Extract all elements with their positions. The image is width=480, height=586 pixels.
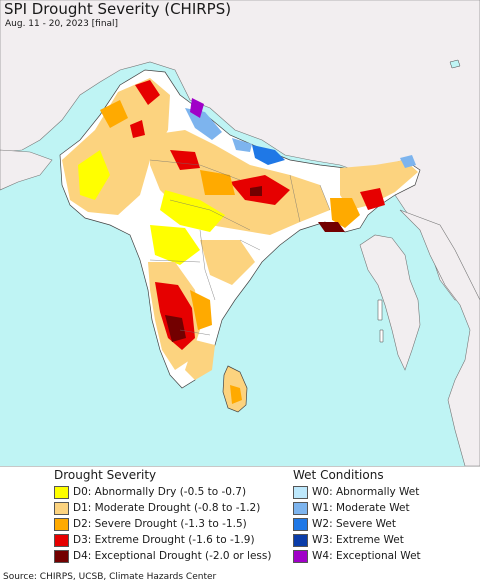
legend-label-d4: D4: Exceptional Drought (-2.0 or less) [73,550,272,562]
sri-lanka-d2 [230,385,242,404]
legend-label-w3: W3: Extreme Wet [312,534,404,546]
map-title: SPI Drought Severity (CHIRPS) [4,0,232,18]
westcoast-d2 [190,290,212,330]
south-d1 [185,340,215,380]
legend-item-w2: W2: Severe Wet [293,516,473,532]
northeast-d3 [360,188,385,210]
andaman-islands [377,299,384,343]
outside-land-west-arabia [0,149,53,191]
legend-item-w4: W4: Exceptional Wet [293,548,473,564]
drought-legend: Drought Severity D0: Abnormally Dry (-0.… [54,467,284,564]
legend-item-d4: D4: Exceptional Drought (-2.0 or less) [54,548,284,564]
legend-label-w0: W0: Abnormally Wet [312,486,420,498]
northindia-d4-spot [250,186,262,196]
legend-item-d2: D2: Severe Drought (-1.3 to -1.5) [54,516,284,532]
source-credit: Source: CHIRPS, UCSB, Climate Hazards Ce… [3,572,217,582]
legend-item-d3: D3: Extreme Drought (-1.6 to -1.9) [54,532,284,548]
central-d1 [200,240,255,285]
westcoast-d4 [165,315,186,342]
drought-map: SPI Drought Severity (CHIRPS) Aug. 11 - … [0,0,480,466]
pakistan-d3-north [135,80,160,105]
map-canvas [0,0,480,466]
legend-item-w0: W0: Abnormally Wet [293,484,473,500]
kashmir-w4 [190,98,204,118]
swatch-d2 [54,517,69,531]
outside-land-burma [359,234,421,371]
swatch-d0 [54,485,69,499]
swatch-w1 [293,501,308,515]
legend-label-w2: W2: Severe Wet [312,518,396,530]
wet-legend: Wet Conditions W0: Abnormally Wet W1: Mo… [293,467,473,564]
legend-label-d1: D1: Moderate Drought (-0.8 to -1.2) [73,502,261,514]
northeast-w1 [400,155,416,168]
pakistan-d2 [100,100,128,128]
northindia-d2 [200,170,235,195]
map-subtitle: Aug. 11 - 20, 2023 [final] [5,19,119,29]
legend-label-d2: D2: Severe Drought (-1.3 to -1.5) [73,518,247,530]
swatch-w3 [293,533,308,547]
legend-label-d0: D0: Abnormally Dry (-0.5 to -0.7) [73,486,247,498]
central-d0 [150,225,200,265]
swatch-d1 [54,501,69,515]
pakistan-d0 [78,150,110,200]
himalaya-w1 [232,138,252,152]
nepal-w2 [252,145,285,165]
legend-item-w1: W1: Moderate Wet [293,500,473,516]
bangladesh-d2 [330,198,360,228]
northeast-d4 [318,222,345,232]
northindia-d0 [160,190,225,232]
legend-label-d3: D3: Extreme Drought (-1.6 to -1.9) [73,534,255,546]
legend-item-w3: W3: Extreme Wet [293,532,473,548]
legend-label-w1: W1: Moderate Wet [312,502,410,514]
swatch-d4 [54,549,69,563]
drought-legend-heading: Drought Severity [54,468,157,482]
northindia-d3-west [170,150,200,170]
kashmir-w1 [185,108,222,140]
swatch-w0 [293,485,308,499]
swatch-w2 [293,517,308,531]
legend-item-d1: D1: Moderate Drought (-0.8 to -1.2) [54,500,284,516]
legend-label-w4: W4: Exceptional Wet [312,550,421,562]
northeast-d1 [340,160,418,210]
state-borders [149,159,331,336]
wet-legend-heading: Wet Conditions [293,468,384,482]
swatch-w4 [293,549,308,563]
swatch-d3 [54,533,69,547]
pakistan-d3-mid [130,120,145,138]
island-top-right [449,59,461,69]
legend: Drought Severity D0: Abnormally Dry (-0.… [0,466,480,573]
legend-item-d0: D0: Abnormally Dry (-0.5 to -0.7) [54,484,284,500]
outside-land-east [399,209,480,466]
